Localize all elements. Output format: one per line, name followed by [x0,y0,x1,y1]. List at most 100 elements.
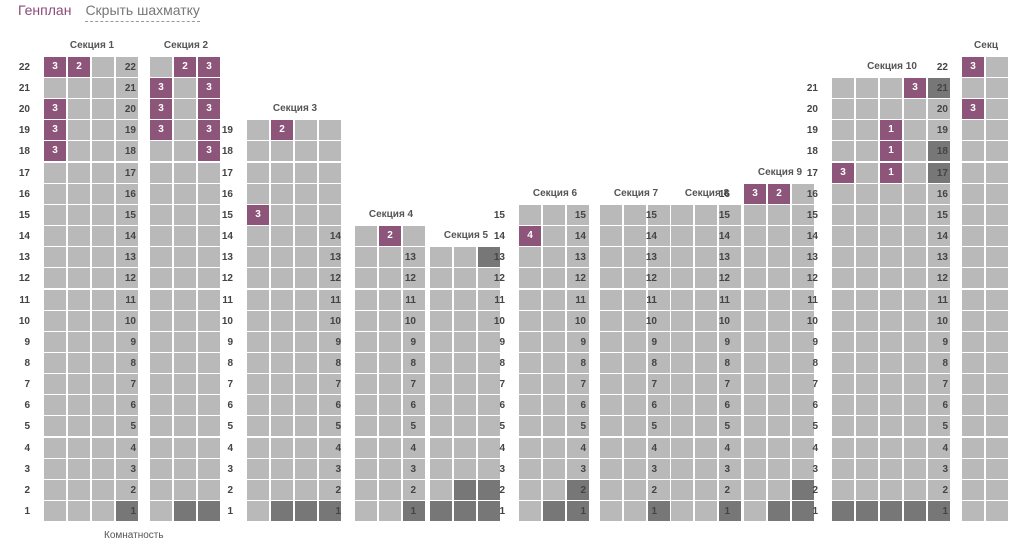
apartment-cell [92,78,114,98]
apartment-cell [379,331,401,352]
apartment-cell [856,226,878,247]
floor-number: 10 [936,315,948,327]
floor-number: 13 [936,252,948,264]
apartment-available[interactable]: 3 [198,56,220,77]
apartment-available[interactable]: 2 [768,183,790,204]
apartment-sold [928,141,950,162]
floor-number: 17 [936,167,948,179]
apartment-cell [671,226,693,247]
apartment-available[interactable]: 2 [174,56,196,77]
floor-number: 14 [124,231,136,243]
apartment-cell [198,310,220,331]
apartment-available[interactable]: 3 [44,56,66,77]
apartment-cell [962,374,984,395]
apartment-available[interactable]: 3 [150,99,172,120]
apartment-cell [247,226,269,247]
apartment-cell [92,226,114,247]
apartment-cell [792,289,814,310]
floor-number: 2 [227,484,233,496]
apartment-cell [695,310,717,331]
floor-number: 1 [335,506,341,517]
section-title: Секция 6 [532,187,578,199]
apartment-cell [543,416,565,437]
apartment-cell [68,162,90,183]
apartment-available[interactable]: 3 [198,78,220,98]
apartment-cell [68,204,90,225]
apartment-available[interactable]: 3 [904,78,926,98]
apartment-cell [295,289,317,310]
apartment-available[interactable]: 3 [198,141,220,162]
apartment-cell [355,416,377,437]
floor-number: 12 [574,273,586,285]
apartment-available[interactable]: 1 [880,120,902,141]
apartment-available[interactable]: 3 [198,99,220,120]
apartment-cell [68,374,90,395]
apartment-available[interactable]: 3 [44,141,66,162]
apartment-cell [174,268,196,289]
apartment-cell [454,268,476,289]
apartment-available[interactable]: 3 [744,183,766,204]
apartment-cell [403,458,425,479]
apartment-cell [648,479,670,500]
hide-chessboard-toggle[interactable]: Скрыть шахматку [85,2,200,22]
apartment-available[interactable]: 3 [962,56,984,77]
apartment-cell [695,458,717,479]
apartment-available[interactable]: 2 [379,226,401,247]
floor-number: 6 [812,400,818,412]
floor-number: 10 [221,315,233,327]
apartment-available[interactable]: 2 [68,56,90,77]
apartment-cell [543,268,565,289]
apartment-cell [116,120,138,141]
floor-number: 11 [494,294,505,306]
apartment-cell [116,331,138,352]
apartment-available[interactable]: 3 [150,78,172,98]
floor-number: 6 [580,400,586,412]
floor-number: 21 [18,83,30,94]
apartment-cell [44,226,66,247]
genplan-link[interactable]: Генплан [18,2,72,18]
apartment-available[interactable]: 3 [198,120,220,141]
apartment-cell [116,78,138,98]
apartment-cell [986,501,1008,521]
floor-number: 6 [130,400,136,412]
apartment-available[interactable]: 3 [44,120,66,141]
apartment-available[interactable]: 3 [962,99,984,120]
apartment-available[interactable]: 4 [519,226,541,247]
apartment-cell [271,247,293,268]
apartment-cell [478,352,500,373]
apartment-cell [928,183,950,204]
apartment-cell [567,458,589,479]
floor-number: 5 [651,421,657,433]
floor-number: 15 [493,209,505,221]
floor-number: 6 [335,400,341,412]
apartment-cell [600,395,622,416]
apartment-cell [403,395,425,416]
apartment-cell [928,310,950,331]
apartment-cell [271,352,293,373]
floor-number: 11 [19,294,30,306]
apartment-cell [198,289,220,310]
floor-number: 19 [18,125,30,137]
apartment-cell [44,479,66,500]
apartment-available[interactable]: 3 [150,120,172,141]
apartment-available[interactable]: 3 [247,204,269,225]
apartment-available[interactable]: 2 [271,120,293,141]
floor-number: 22 [124,61,136,73]
apartment-cell [624,226,646,247]
apartment-cell [880,374,902,395]
apartment-cell [695,331,717,352]
apartment-sold [928,162,950,183]
apartment-available[interactable]: 1 [880,141,902,162]
apartment-cell [744,268,766,289]
floor-number: 7 [812,379,818,391]
apartment-available[interactable]: 1 [880,162,902,183]
floor-number: 7 [499,379,505,391]
apartment-cell [198,268,220,289]
apartment-cell [624,416,646,437]
apartment-available[interactable]: 3 [44,99,66,120]
apartment-cell [986,56,1008,77]
apartment-cell [600,226,622,247]
apartment-available[interactable]: 3 [832,162,854,183]
floor-number: 16 [221,188,233,200]
apartment-cell [768,395,790,416]
